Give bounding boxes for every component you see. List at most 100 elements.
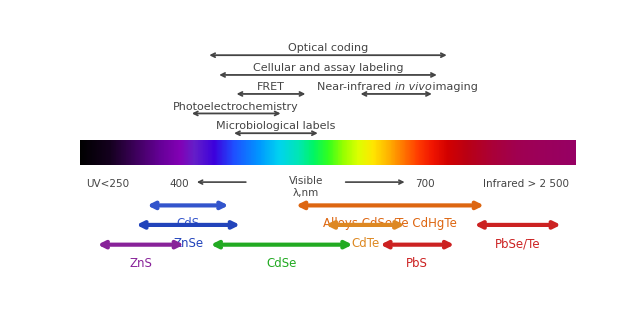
Bar: [300, 139, 301, 165]
Bar: [131, 139, 132, 165]
Bar: [114, 139, 116, 165]
Bar: [538, 139, 540, 165]
Bar: [509, 139, 511, 165]
Bar: [305, 139, 306, 165]
Bar: [214, 139, 216, 165]
Bar: [345, 139, 347, 165]
Bar: [136, 139, 138, 165]
Bar: [102, 139, 103, 165]
Bar: [489, 139, 491, 165]
Bar: [415, 139, 417, 165]
Bar: [517, 139, 519, 165]
Bar: [303, 139, 305, 165]
Bar: [536, 139, 537, 165]
Bar: [480, 139, 482, 165]
Bar: [105, 139, 107, 165]
Bar: [328, 139, 330, 165]
Bar: [403, 139, 404, 165]
Bar: [196, 139, 198, 165]
Bar: [177, 139, 179, 165]
Bar: [86, 139, 88, 165]
Bar: [445, 139, 447, 165]
Bar: [249, 139, 251, 165]
Bar: [456, 139, 458, 165]
Bar: [236, 139, 237, 165]
Bar: [239, 139, 241, 165]
Bar: [461, 139, 463, 165]
Bar: [92, 139, 93, 165]
Bar: [426, 139, 427, 165]
Bar: [207, 139, 209, 165]
Bar: [474, 139, 476, 165]
Bar: [157, 139, 159, 165]
Bar: [457, 139, 459, 165]
Bar: [191, 139, 193, 165]
Bar: [369, 139, 371, 165]
Bar: [320, 139, 322, 165]
Bar: [187, 139, 189, 165]
Bar: [433, 139, 435, 165]
Bar: [317, 139, 319, 165]
Bar: [195, 139, 196, 165]
Bar: [572, 139, 573, 165]
Bar: [372, 139, 374, 165]
Bar: [534, 139, 536, 165]
Bar: [250, 139, 252, 165]
Bar: [435, 139, 437, 165]
Bar: [485, 139, 487, 165]
Bar: [106, 139, 108, 165]
Bar: [408, 139, 410, 165]
Bar: [530, 139, 531, 165]
Bar: [394, 139, 396, 165]
Bar: [390, 139, 392, 165]
Bar: [246, 139, 248, 165]
Bar: [227, 139, 229, 165]
Bar: [351, 139, 353, 165]
Bar: [346, 139, 348, 165]
Bar: [237, 139, 238, 165]
Bar: [571, 139, 573, 165]
Bar: [518, 139, 520, 165]
Bar: [248, 139, 250, 165]
Bar: [371, 139, 372, 165]
Bar: [328, 139, 330, 165]
Bar: [204, 139, 206, 165]
Bar: [418, 139, 420, 165]
Bar: [209, 139, 210, 165]
Bar: [280, 139, 282, 165]
Bar: [218, 139, 220, 165]
Bar: [399, 139, 401, 165]
Bar: [404, 139, 406, 165]
Bar: [335, 139, 337, 165]
Bar: [174, 139, 176, 165]
Bar: [81, 139, 83, 165]
Bar: [255, 139, 257, 165]
Bar: [316, 139, 318, 165]
Bar: [95, 139, 97, 165]
Bar: [144, 139, 145, 165]
Bar: [477, 139, 479, 165]
Bar: [446, 139, 448, 165]
Bar: [368, 139, 370, 165]
Bar: [452, 139, 454, 165]
Bar: [89, 139, 91, 165]
Bar: [412, 139, 413, 165]
Bar: [210, 139, 212, 165]
Bar: [559, 139, 561, 165]
Bar: [118, 139, 120, 165]
Bar: [275, 139, 277, 165]
Bar: [483, 139, 484, 165]
Bar: [438, 139, 440, 165]
Bar: [225, 139, 227, 165]
Bar: [561, 139, 563, 165]
Bar: [182, 139, 184, 165]
Bar: [88, 139, 90, 165]
Bar: [427, 139, 429, 165]
Bar: [376, 139, 378, 165]
Bar: [286, 139, 288, 165]
Bar: [153, 139, 155, 165]
Text: 400: 400: [170, 179, 189, 189]
Bar: [166, 139, 168, 165]
Bar: [522, 139, 523, 165]
Bar: [524, 139, 525, 165]
